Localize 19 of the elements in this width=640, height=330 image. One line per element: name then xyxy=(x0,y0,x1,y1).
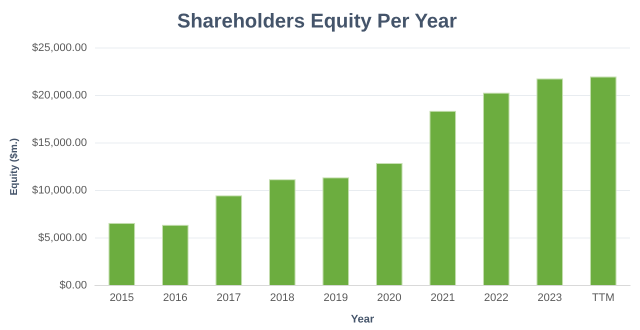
y-tick-label: $5,000.00 xyxy=(38,232,88,244)
x-tick-label: 2015 xyxy=(110,292,134,304)
chart-title: Shareholders Equity Per Year xyxy=(177,10,458,33)
y-tick-label: $25,000.00 xyxy=(32,42,88,54)
x-tick-label: 2016 xyxy=(163,292,188,304)
y-tick-label: $20,000.00 xyxy=(32,90,88,102)
x-tick-label: 2021 xyxy=(430,292,456,304)
x-tick-label: 2018 xyxy=(270,292,295,304)
y-tick-label: $0.00 xyxy=(60,280,88,292)
x-tick-label: 2020 xyxy=(377,292,402,304)
x-tick-label: 2019 xyxy=(324,292,348,304)
y-tick-label: $15,000.00 xyxy=(32,137,88,150)
x-tick-label: 2023 xyxy=(538,292,562,304)
x-tick-label: TTM xyxy=(592,292,615,304)
y-tick-label: $10,000.00 xyxy=(32,184,88,197)
x-tick-label: 2017 xyxy=(216,292,242,304)
x-tick-label: 2022 xyxy=(484,292,509,304)
x-axis-title: Year xyxy=(350,313,375,326)
y-axis-title: Equity ($m.) xyxy=(8,138,20,196)
